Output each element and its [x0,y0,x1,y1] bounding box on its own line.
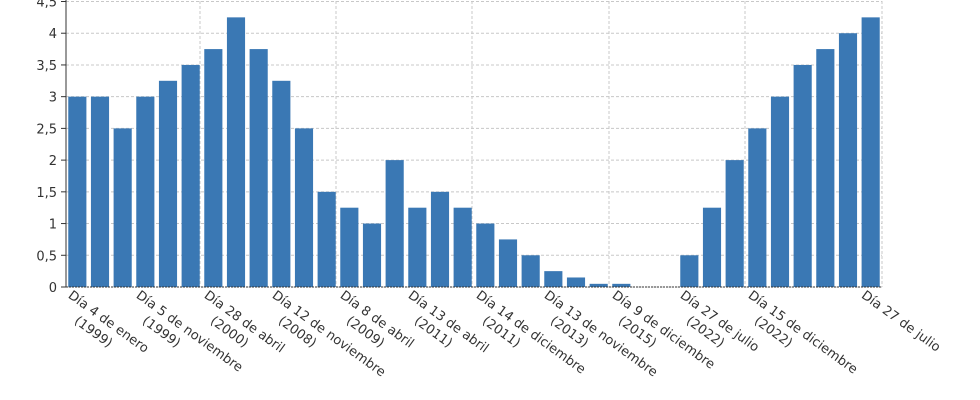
bar [770,96,790,288]
bar [317,191,336,287]
bar [680,255,699,287]
y-tick-label: 1,5 [36,186,57,201]
bar [612,283,631,287]
bar [362,223,382,287]
bar [136,96,155,288]
bar [748,128,767,287]
y-tick-label: 0,5 [36,249,57,264]
bar [272,80,291,287]
y-tick-label: 4 [49,27,57,42]
bar [838,33,858,287]
bar [226,17,246,287]
y-tick-label: 2 [49,154,57,169]
bar [453,207,472,287]
bar [204,49,223,288]
bar [249,49,268,288]
y-tick-label: 1 [49,218,57,233]
y-tick-label: 4,5 [36,0,57,11]
bar [68,96,87,288]
bar [340,207,359,287]
bar [430,191,450,287]
y-tick-label: 2,5 [36,122,57,137]
bar [544,271,563,287]
bar [113,128,132,287]
y-tick-label: 0 [49,281,57,296]
bar [589,283,608,287]
bar [566,277,586,287]
x-tick-label: Día 8 de abril(2009) [327,288,416,365]
bar [793,64,812,287]
bar [861,17,880,287]
x-tick-label: Día 27 de julio [858,288,943,355]
bar [521,255,540,287]
bar [385,160,404,287]
vertical-grid [199,1,883,287]
bar [702,207,722,287]
bar [476,223,495,287]
y-tick-label: 3,5 [36,59,57,74]
bar [294,128,314,287]
y-tick-label: 3 [49,91,57,106]
bar [408,207,427,287]
bar [816,49,835,288]
bar [90,96,110,288]
bar [498,239,518,287]
bar [725,160,744,287]
bar [158,80,178,287]
bar [181,64,200,287]
